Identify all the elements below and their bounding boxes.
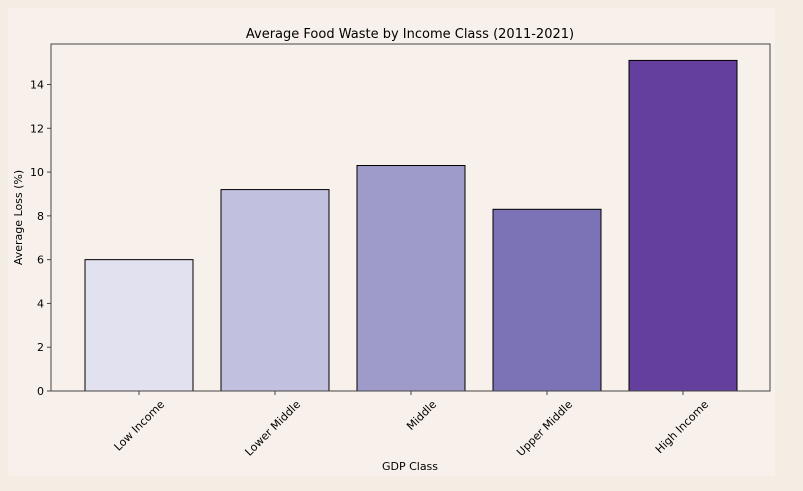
chart-title: Average Food Waste by Income Class (2011… (246, 27, 574, 42)
y-tick-label: 12 (30, 122, 44, 135)
bar-low-income (84, 259, 194, 392)
y-tick-label: 6 (37, 254, 44, 267)
bar-middle (356, 165, 466, 392)
y-tick-label: 0 (37, 385, 44, 398)
y-axis-label: Average Loss (%) (12, 170, 25, 265)
bar-upper-middle (492, 208, 602, 392)
plot-frame (50, 43, 771, 392)
y-tick-label: 14 (30, 79, 44, 92)
bar-lower-middle (220, 189, 330, 392)
bar-high-income (628, 59, 738, 392)
y-axis-ticks: 0 2 4 6 8 10 12 14 (30, 79, 51, 398)
x-axis-label: GDP Class (382, 460, 438, 473)
y-tick-label: 4 (37, 297, 44, 310)
bars (84, 59, 738, 392)
y-tick-label: 8 (37, 210, 44, 223)
y-tick-label: 2 (37, 341, 44, 354)
y-tick-label: 10 (30, 166, 44, 179)
